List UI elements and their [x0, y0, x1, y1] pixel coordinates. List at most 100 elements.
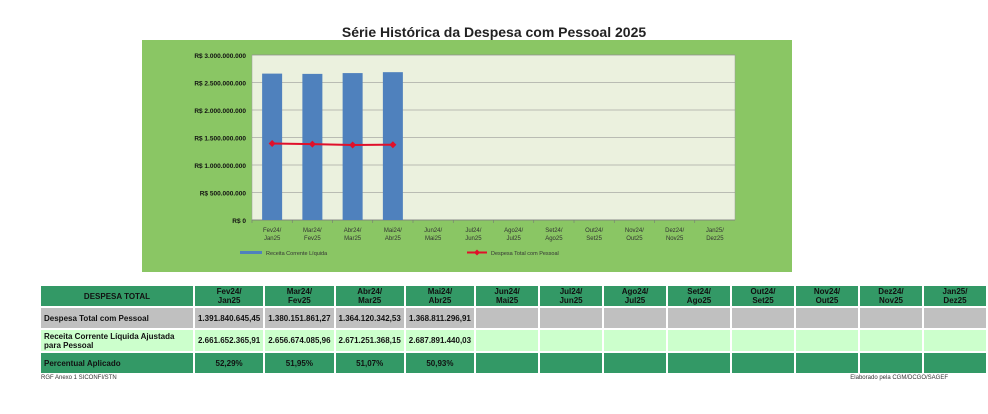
x-tick-label: Abr24/ — [344, 228, 362, 234]
table-cell — [668, 308, 731, 328]
table-cell: 52,29% — [194, 353, 264, 373]
column-header: Dez24/Nov25 — [859, 286, 922, 306]
table-cell: 1.368.811.296,91 — [405, 308, 475, 328]
source-note: RGF Anexo 1 SICONFI/STN — [41, 375, 117, 381]
line-marker — [349, 141, 357, 149]
column-header: Abr24/Mar25 — [335, 286, 404, 306]
table-cell — [796, 308, 858, 328]
table-cell — [923, 308, 986, 328]
table-cell — [732, 308, 794, 328]
x-tick-label: Jan25/ — [706, 228, 724, 234]
table-cell: 1.380.151.861,27 — [265, 308, 334, 328]
x-tick-label: Jul24/ — [465, 228, 481, 234]
column-header: Nov24/Out25 — [796, 286, 858, 306]
line-marker — [268, 139, 276, 147]
table-cell — [796, 330, 858, 351]
chart-title: Série Histórica da Despesa com Pessoal 2… — [341, 24, 647, 40]
x-tick-label: Nov24/ — [625, 228, 644, 234]
column-header: Set24/Ago25 — [668, 286, 731, 306]
table-cell — [668, 330, 731, 351]
x-tick-label: Dez25 — [706, 236, 724, 242]
table-cell: 2.656.674.085,96 — [265, 330, 334, 351]
column-header: Jan25/Dez25 — [923, 286, 986, 306]
x-tick-label: Mar25 — [344, 236, 362, 242]
legend-label-despesa: Despesa Total com Pessoal — [491, 251, 559, 257]
table-cell — [540, 353, 603, 373]
y-tick-label: R$ 2.500.000.000 — [194, 81, 246, 88]
x-tick-label: Mai25 — [425, 236, 442, 242]
y-tick-label: R$ 3.000.000.000 — [194, 53, 246, 60]
table-cell — [476, 353, 539, 373]
x-tick-label: Set25 — [586, 236, 602, 242]
table-cell — [859, 308, 922, 328]
table-row: Percentual Aplicado 52,29% 51,95% 51,07% 50,… — [41, 353, 986, 373]
x-tick-label: Jun25 — [465, 236, 482, 242]
column-header: Fev24/Jan25 — [194, 286, 264, 306]
header-row: DESPESA TOTAL Fev24/Jan25 Mar24/Fev25 Abr24… — [41, 286, 986, 306]
row-label: Percentual Aplicado — [41, 353, 193, 373]
x-tick-label: Jun24/ — [424, 228, 442, 234]
table-cell: 51,95% — [265, 353, 334, 373]
table-cell — [540, 308, 603, 328]
data-table: DESPESA TOTAL Fev24/Jan25 Mar24/Fev25 Abr24… — [39, 284, 988, 375]
table-cell: 1.364.120.342,53 — [335, 308, 404, 328]
column-header: Out24/Set25 — [732, 286, 794, 306]
column-header: Jun24/Mai25 — [476, 286, 539, 306]
table-cell — [604, 353, 667, 373]
table-cell — [668, 353, 731, 373]
line-despesa — [272, 142, 393, 146]
table-cell — [476, 308, 539, 328]
table-cell — [604, 308, 667, 328]
y-tick-label: R$ 1.500.000.000 — [194, 136, 246, 143]
x-tick-label: Fev25 — [304, 236, 321, 242]
x-tick-label: Jul25 — [506, 236, 521, 242]
x-tick-label: Nov25 — [666, 236, 684, 242]
x-tick-label: Ago24/ — [504, 228, 523, 234]
x-tick-label: Out25 — [626, 236, 643, 242]
table-cell: 2.687.891.440,03 — [405, 330, 475, 351]
x-tick-label: Ago25 — [545, 236, 563, 242]
table-cell: 2.671.251.368,15 — [335, 330, 404, 351]
table-cell — [923, 330, 986, 351]
x-tick-label: Abr25 — [385, 236, 402, 242]
line-marker — [308, 140, 316, 148]
chart-svg: R$ 0 R$ 500.000.000 R$ 1.000.000.000 R$ 1.5… — [194, 53, 736, 257]
table-cell — [923, 353, 986, 373]
header-label: DESPESA TOTAL — [41, 286, 193, 306]
credit-note: Elaborado pela CGM/DCGO/SAGEF — [850, 375, 948, 381]
legend-swatch-receita — [240, 251, 262, 254]
table-cell — [732, 353, 794, 373]
legend-marker-despesa — [474, 249, 480, 256]
table-cell — [476, 330, 539, 351]
x-tick-label: Set24/ — [545, 228, 563, 234]
column-header: Ago24/Jul25 — [604, 286, 667, 306]
table-cell: 50,93% — [405, 353, 475, 373]
column-header: Jul24/Jun25 — [540, 286, 603, 306]
table-row: Despesa Total com Pessoal 1.391.840.645,4… — [41, 308, 986, 328]
x-tick-label: Out24/ — [585, 228, 603, 234]
column-header: Mai24/Abr25 — [405, 286, 475, 306]
x-tick-label: Mai24/ — [384, 228, 402, 234]
x-tick-label: Dez24/ — [665, 228, 684, 234]
y-tick-label: R$ 1.000.000.000 — [194, 163, 246, 170]
x-tick-label: Fev24/ — [263, 228, 282, 234]
legend-label-receita: Receita Corrente Líquida — [266, 251, 328, 257]
y-tick-label: R$ 500.000.000 — [200, 191, 247, 198]
table-cell — [604, 330, 667, 351]
row-label: Despesa Total com Pessoal — [41, 308, 193, 328]
table-cell — [540, 330, 603, 351]
x-tick-label: Jan25 — [264, 236, 281, 242]
table-cell: 51,07% — [335, 353, 404, 373]
row-label: Receita Corrente Líquida Ajustada para P… — [41, 330, 193, 351]
x-tick-label: Mar24/ — [303, 228, 322, 234]
table-cell — [732, 330, 794, 351]
table-row: Receita Corrente Líquida Ajustada para P… — [41, 330, 986, 351]
table-cell: 1.391.840.645,45 — [194, 308, 264, 328]
table-cell: 2.661.652.365,91 — [194, 330, 264, 351]
y-tick-label: R$ 2.000.000.000 — [194, 108, 246, 115]
line-marker — [389, 141, 397, 149]
table-cell — [859, 330, 922, 351]
chart-area: R$ 0 R$ 500.000.000 R$ 1.000.000.000 R$ 1.5… — [142, 40, 792, 272]
table-cell — [796, 353, 858, 373]
y-tick-label: R$ 0 — [232, 218, 246, 225]
